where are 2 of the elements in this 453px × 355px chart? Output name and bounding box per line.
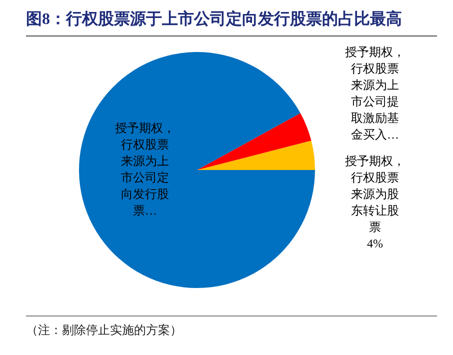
chart-title: 图8：行权股票源于上市公司定向发行股票的占比最高 <box>26 9 402 28</box>
text: （注：剔除停止实施的方案） <box>26 323 182 337</box>
